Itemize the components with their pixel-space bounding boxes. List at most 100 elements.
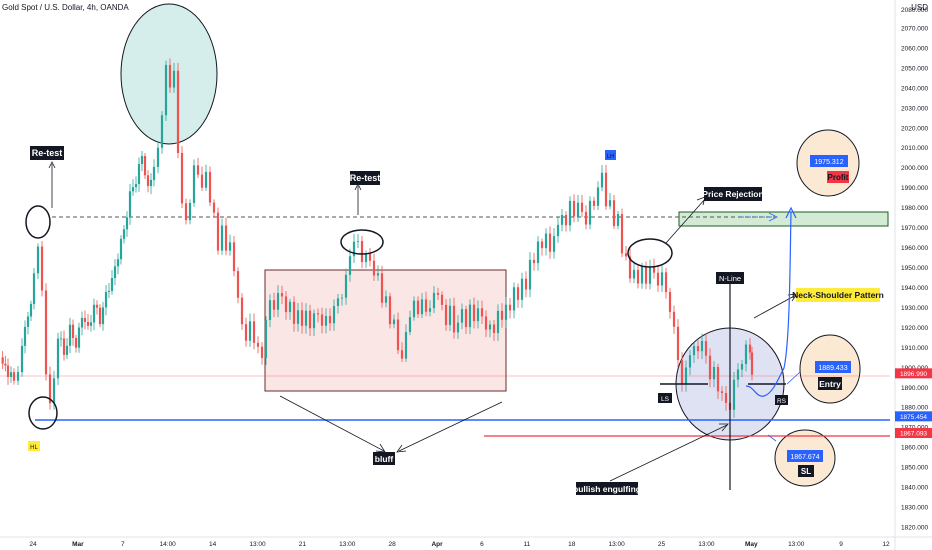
candle [656, 264, 660, 292]
candle [4, 355, 7, 372]
x-tick-label: Mar [72, 541, 84, 548]
projection-path[interactable] [745, 211, 792, 397]
candle [468, 299, 472, 335]
candle [137, 157, 141, 192]
label-n-line: N-Line [716, 272, 744, 284]
candle [452, 297, 456, 339]
candle [476, 300, 480, 329]
candle [708, 348, 712, 388]
currency-label[interactable]: USD [911, 3, 928, 12]
candle [700, 333, 704, 360]
label-price-rejection: Price Rejection [702, 187, 764, 201]
candle [156, 141, 160, 174]
time-axis[interactable]: 24 Mar 7 14:00 14 13:00 21 13:00 28 Apr 6 11 18 13:00… [0, 536, 932, 548]
candles-group [1, 58, 754, 418]
candle [496, 304, 500, 341]
x-tick-label: 21 [299, 541, 307, 548]
candle [524, 271, 528, 298]
candle [328, 308, 332, 331]
candle [548, 226, 552, 259]
y-tick-label: 1860.000 [901, 445, 928, 452]
price-rejection-text: Price Rejection [702, 189, 763, 199]
projection-arrowhead [785, 206, 797, 219]
candle [572, 194, 576, 223]
profit-value-text: 1975.312 [814, 159, 843, 166]
candle [332, 299, 336, 331]
candle [532, 252, 536, 271]
label-bullish-engulfing: bullish engulfing [573, 482, 641, 495]
price-axis[interactable]: 2080.000 1820.000 1830.000 1840.000 1850.000… [894, 0, 928, 550]
candle [668, 287, 672, 319]
target-zone[interactable] [678, 211, 889, 227]
candle [308, 304, 312, 337]
candle [372, 253, 376, 281]
y-tick-label: 1850.000 [901, 465, 928, 472]
rs-text: RS [777, 398, 787, 405]
x-tick-label: 14 [209, 541, 217, 548]
sl-text: SL [801, 467, 811, 476]
candle [204, 164, 208, 191]
candle [736, 363, 740, 388]
x-tick-label: 7 [121, 541, 125, 548]
x-tick-label: 9 [839, 541, 843, 548]
candle [92, 298, 96, 331]
candle [9, 366, 13, 383]
candle [512, 282, 516, 319]
x-tick-label: May [745, 541, 758, 548]
candle [528, 251, 532, 298]
candle [750, 346, 754, 381]
y-tick-label: 1820.000 [901, 525, 928, 532]
candle [592, 196, 596, 211]
candle [86, 313, 90, 330]
x-tick-label: 18 [568, 541, 576, 548]
candle [208, 166, 212, 206]
candle [119, 235, 123, 265]
bluff-text: bluff [375, 454, 394, 464]
candle [436, 287, 440, 301]
candle [612, 194, 616, 230]
candle [376, 265, 380, 281]
candle [68, 317, 72, 354]
candle [276, 285, 280, 318]
candle [432, 285, 436, 314]
y-tick-label: 1940.000 [901, 285, 928, 292]
candle [640, 262, 644, 289]
candle [140, 150, 144, 172]
candle [672, 305, 676, 334]
y-tick-label: 1980.000 [901, 205, 928, 212]
y-tick-label: 1960.000 [901, 245, 928, 252]
candle [648, 259, 652, 290]
candle [260, 342, 264, 365]
candle [720, 386, 724, 401]
x-tick-label: 13:00 [608, 541, 625, 548]
candle [36, 243, 40, 280]
candle [23, 320, 27, 354]
candle [348, 248, 352, 282]
price-tag-blue: 1875.454 [895, 411, 932, 422]
candle [143, 152, 147, 179]
price-tag-text: 1875.454 [900, 414, 927, 421]
candle [676, 319, 680, 368]
candle [59, 331, 63, 347]
label-entry: 1889.433 Entry [815, 361, 851, 390]
candle [424, 291, 428, 317]
candle [12, 368, 16, 385]
candle [77, 322, 81, 353]
candle [6, 358, 10, 385]
label-bluff: bluff [373, 452, 395, 465]
candle [392, 314, 396, 329]
y-tick-label: 2010.000 [901, 145, 928, 152]
candle [292, 296, 296, 332]
candle [65, 337, 69, 360]
candle [180, 146, 184, 208]
candle [632, 262, 636, 284]
candle [80, 311, 84, 336]
y-tick-label: 1920.000 [901, 325, 928, 332]
x-tick-label: Apr [431, 541, 443, 548]
candle [83, 310, 87, 330]
retest-left-ring [25, 205, 51, 239]
label-hl: HL [28, 441, 40, 451]
candle [71, 319, 75, 346]
